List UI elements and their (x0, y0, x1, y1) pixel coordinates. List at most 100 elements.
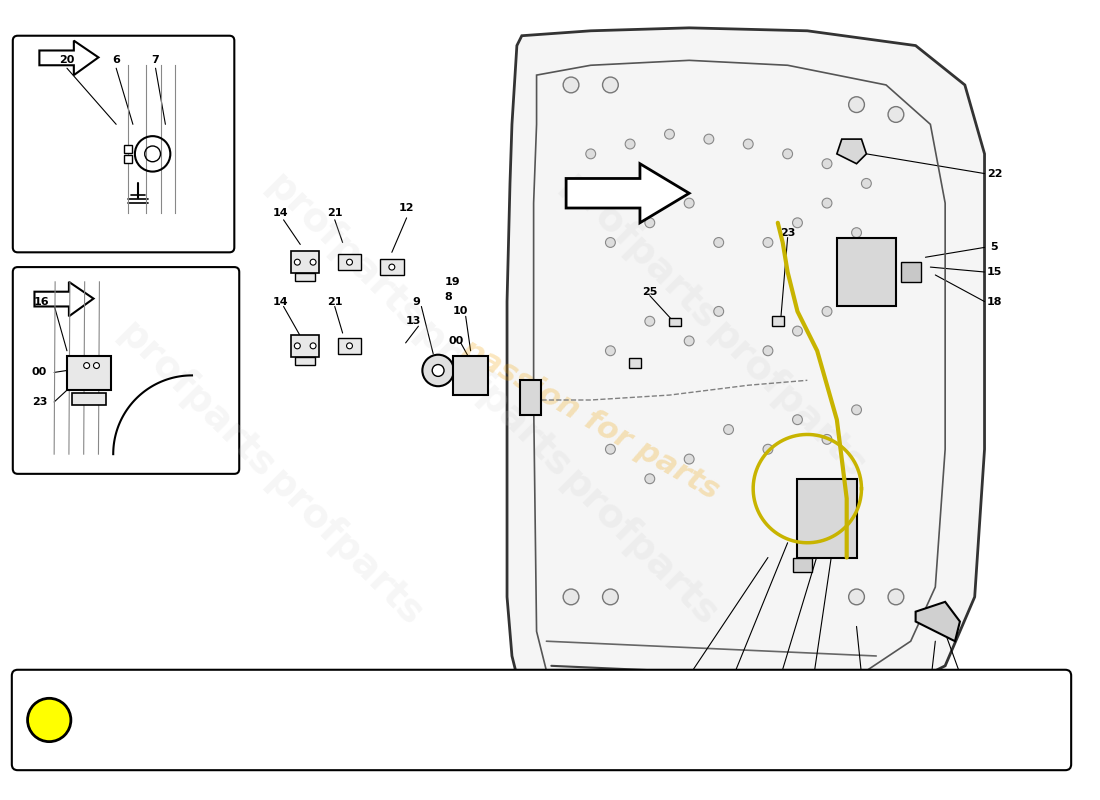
Circle shape (389, 264, 395, 270)
Text: 3: 3 (764, 718, 772, 728)
Circle shape (563, 589, 579, 605)
Circle shape (645, 218, 654, 228)
Circle shape (603, 589, 618, 605)
Bar (124, 155, 132, 162)
Text: 23: 23 (780, 228, 795, 238)
Circle shape (295, 259, 300, 265)
Bar (292, 251, 319, 273)
Bar (338, 254, 361, 270)
Text: profparts: profparts (702, 314, 873, 486)
Text: 13: 13 (406, 316, 421, 326)
Circle shape (346, 343, 352, 349)
Bar (798, 478, 857, 558)
Text: 8: 8 (444, 292, 452, 302)
Circle shape (422, 354, 454, 386)
Polygon shape (915, 602, 960, 642)
Text: 4: 4 (803, 720, 812, 730)
Circle shape (822, 158, 832, 169)
Bar (296, 357, 315, 365)
Text: 5: 5 (991, 242, 998, 252)
FancyBboxPatch shape (13, 36, 234, 252)
Circle shape (94, 362, 99, 369)
Text: 1: 1 (922, 728, 930, 738)
Polygon shape (40, 41, 99, 75)
Bar (292, 335, 319, 357)
Circle shape (664, 130, 674, 139)
Circle shape (822, 434, 832, 444)
Bar (72, 393, 107, 405)
Text: 20: 20 (59, 55, 75, 66)
Bar (901, 262, 921, 282)
Circle shape (744, 139, 754, 149)
Text: profparts: profparts (258, 462, 430, 634)
Circle shape (849, 97, 865, 113)
Circle shape (714, 306, 724, 316)
Bar (296, 273, 315, 281)
Circle shape (704, 134, 714, 144)
Circle shape (763, 444, 773, 454)
Text: 16: 16 (33, 297, 50, 306)
Circle shape (603, 77, 618, 93)
Circle shape (625, 139, 635, 149)
Text: profparts: profparts (258, 166, 430, 338)
Circle shape (684, 336, 694, 346)
Text: profparts: profparts (554, 166, 726, 338)
Circle shape (310, 343, 316, 349)
Circle shape (851, 228, 861, 238)
Circle shape (792, 414, 802, 425)
Circle shape (792, 218, 802, 228)
Circle shape (763, 238, 773, 247)
Text: 7: 7 (152, 55, 160, 66)
Text: 12: 12 (399, 203, 415, 213)
Circle shape (714, 238, 724, 247)
Text: A: A (43, 713, 55, 727)
Circle shape (851, 286, 861, 297)
Text: profparts: profparts (406, 314, 579, 486)
Text: 2: 2 (862, 722, 870, 732)
Circle shape (295, 343, 300, 349)
Circle shape (763, 346, 773, 356)
Circle shape (432, 365, 444, 376)
Text: 103663, 103667, 103676, 103677, 103689, 103692, 103708, 103711, 103714, 103716, : 103663, 103667, 103676, 103677, 103689, … (80, 730, 884, 740)
Text: profparts: profparts (111, 314, 283, 486)
Text: Ass. Nr. 103227, 103289, 103525, 103553, 103596, 103600, 103609, 103612, 103613,: Ass. Nr. 103227, 103289, 103525, 103553,… (80, 710, 884, 720)
Text: 19: 19 (446, 277, 461, 287)
Text: 23: 23 (32, 397, 47, 407)
Text: 21: 21 (327, 208, 342, 218)
Text: 11: 11 (662, 705, 678, 715)
Bar (338, 338, 361, 354)
Bar (379, 259, 404, 275)
Circle shape (310, 259, 316, 265)
Bar (124, 145, 132, 153)
Circle shape (724, 425, 734, 434)
Circle shape (851, 405, 861, 414)
Text: 9: 9 (412, 297, 420, 306)
Circle shape (822, 198, 832, 208)
Circle shape (861, 178, 871, 188)
Circle shape (684, 198, 694, 208)
Text: 25: 25 (642, 286, 658, 297)
Bar (453, 356, 488, 395)
Text: 18: 18 (987, 297, 1002, 306)
Circle shape (605, 238, 615, 247)
Bar (837, 238, 895, 306)
Bar (792, 558, 812, 572)
Text: 14: 14 (273, 297, 288, 306)
Text: 00: 00 (448, 336, 463, 346)
Text: 15: 15 (987, 267, 1002, 277)
Bar (67, 356, 111, 390)
Text: 10: 10 (453, 306, 469, 316)
Circle shape (605, 346, 615, 356)
FancyBboxPatch shape (13, 267, 239, 474)
Polygon shape (507, 28, 984, 706)
Text: 00: 00 (32, 367, 47, 378)
Circle shape (645, 316, 654, 326)
Bar (520, 380, 541, 414)
Text: profparts: profparts (554, 462, 726, 634)
Text: Vetture non interessate dalla modifica / Vehicles not involved in the modificati: Vetture non interessate dalla modifica /… (80, 690, 564, 700)
FancyBboxPatch shape (12, 670, 1071, 770)
Circle shape (586, 149, 595, 158)
Text: 6: 6 (112, 55, 120, 66)
Text: 17: 17 (972, 728, 988, 738)
Text: passion for parts: passion for parts (456, 334, 725, 506)
